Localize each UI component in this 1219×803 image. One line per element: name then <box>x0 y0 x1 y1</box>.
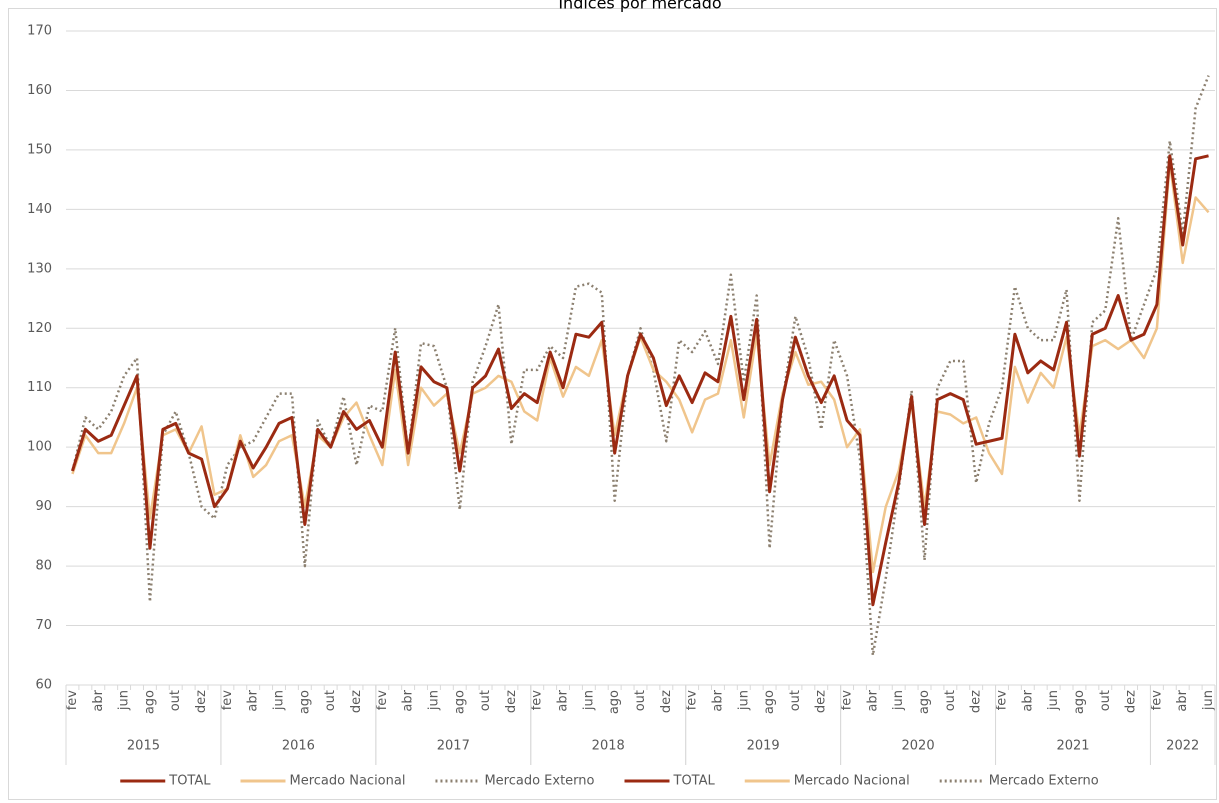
x-tick-label: fev <box>840 690 855 711</box>
y-tick-label: 80 <box>35 559 52 574</box>
y-tick-label: 90 <box>35 499 52 514</box>
x-tick-label: ago <box>917 690 932 714</box>
x-tick-label: dez <box>194 690 209 713</box>
y-tick-label: 120 <box>27 321 52 336</box>
y-tick-label: 160 <box>27 83 52 98</box>
series-line <box>71 75 1210 657</box>
x-group-label: 2019 <box>747 739 780 754</box>
x-tick-label: fev <box>530 690 545 711</box>
x-tick-label: jun <box>1201 690 1216 711</box>
x-tick-label: ago <box>142 690 157 714</box>
x-tick-label: out <box>788 690 803 711</box>
x-tick-label: dez <box>659 690 674 713</box>
x-tick-label: ago <box>297 690 312 714</box>
x-tick-label: abr <box>556 689 571 711</box>
x-group-label: 2016 <box>282 739 315 754</box>
x-tick-label: abr <box>1020 689 1035 711</box>
x-group-label: 2022 <box>1166 739 1199 754</box>
x-tick-label: abr <box>710 689 725 711</box>
x-tick-label: out <box>323 690 338 711</box>
x-tick-label: dez <box>969 690 984 713</box>
x-tick-label: jun <box>426 690 441 711</box>
x-tick-label: dez <box>814 690 829 713</box>
x-tick-label: out <box>1098 690 1113 711</box>
y-tick-label: 140 <box>27 202 52 217</box>
x-tick-label: jun <box>581 690 596 711</box>
chart-frame <box>8 8 1217 800</box>
x-group-label: 2021 <box>1056 739 1089 754</box>
x-group-label: 2018 <box>592 739 625 754</box>
y-tick-label: 100 <box>27 440 52 455</box>
x-tick-label: jun <box>117 690 132 711</box>
legend-label: TOTAL <box>168 774 211 789</box>
x-tick-label: abr <box>91 689 106 711</box>
x-tick-label: dez <box>349 690 364 713</box>
x-tick-label: jun <box>891 690 906 711</box>
x-tick-label: out <box>478 690 493 711</box>
legend: TOTAL Mercado Nacional Mercado Externo TOTA… <box>120 774 1099 789</box>
x-group-label: 2015 <box>127 739 160 754</box>
x-tick-label: out <box>633 690 648 711</box>
y-tick-label: 110 <box>27 380 52 395</box>
chart-title: Índices por mercado <box>558 0 721 13</box>
x-tick-label: abr <box>246 689 261 711</box>
legend-label: TOTAL <box>673 774 716 789</box>
x-tick-label: ago <box>452 690 467 714</box>
x-tick-label: fev <box>1149 690 1164 711</box>
y-tick-label: 150 <box>27 142 52 157</box>
x-tick-label: jun <box>272 690 287 711</box>
x-tick-label: out <box>943 690 958 711</box>
x-tick-label: abr <box>1175 689 1190 711</box>
x-tick-label: fev <box>65 690 80 711</box>
series-line <box>71 154 1209 607</box>
x-tick-label: jun <box>736 690 751 711</box>
x-tick-label: dez <box>504 690 519 713</box>
y-tick-label: 70 <box>35 618 52 633</box>
x-tick-label: jun <box>1046 690 1061 711</box>
legend-label: Mercado Externo <box>484 774 594 789</box>
legend-label: Mercado Nacional <box>290 774 406 789</box>
legend-label: Mercado Nacional <box>794 774 910 789</box>
x-tick-label: abr <box>401 689 416 711</box>
legend-label: Mercado Externo <box>989 774 1099 789</box>
y-tick-label: 130 <box>27 261 52 276</box>
x-tick-label: out <box>168 690 183 711</box>
y-tick-label: 170 <box>27 24 52 39</box>
x-tick-label: ago <box>1072 690 1087 714</box>
x-tick-label: abr <box>865 689 880 711</box>
x-tick-label: fev <box>375 690 390 711</box>
x-tick-label: ago <box>762 690 777 714</box>
x-tick-label: ago <box>607 690 622 714</box>
x-tick-label: fev <box>994 690 1009 711</box>
x-group-label: 2020 <box>902 739 935 754</box>
x-tick-label: dez <box>1124 690 1139 713</box>
x-tick-label: fev <box>685 690 700 711</box>
x-group-label: 2017 <box>437 739 470 754</box>
x-tick-label: fev <box>220 690 235 711</box>
y-tick-label: 60 <box>35 678 52 693</box>
